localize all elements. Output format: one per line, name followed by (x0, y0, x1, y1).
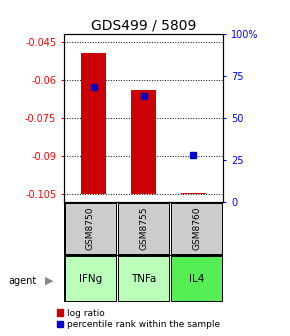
FancyBboxPatch shape (65, 256, 116, 301)
Text: GSM8760: GSM8760 (192, 207, 201, 250)
Text: GSM8755: GSM8755 (139, 207, 148, 250)
Text: IFNg: IFNg (79, 274, 102, 284)
FancyBboxPatch shape (171, 203, 222, 254)
Text: IL4: IL4 (189, 274, 204, 284)
Text: TNFa: TNFa (131, 274, 156, 284)
Text: GSM8750: GSM8750 (86, 207, 95, 250)
Text: ▶: ▶ (45, 276, 54, 286)
FancyBboxPatch shape (171, 256, 222, 301)
Bar (181, 193, 206, 194)
FancyBboxPatch shape (118, 203, 169, 254)
Legend: log ratio, percentile rank within the sample: log ratio, percentile rank within the sa… (57, 308, 220, 329)
FancyBboxPatch shape (65, 203, 116, 254)
Bar (131, 90, 156, 194)
Bar (81, 52, 106, 194)
Title: GDS499 / 5809: GDS499 / 5809 (91, 18, 196, 33)
FancyBboxPatch shape (118, 256, 169, 301)
Text: agent: agent (9, 276, 37, 286)
